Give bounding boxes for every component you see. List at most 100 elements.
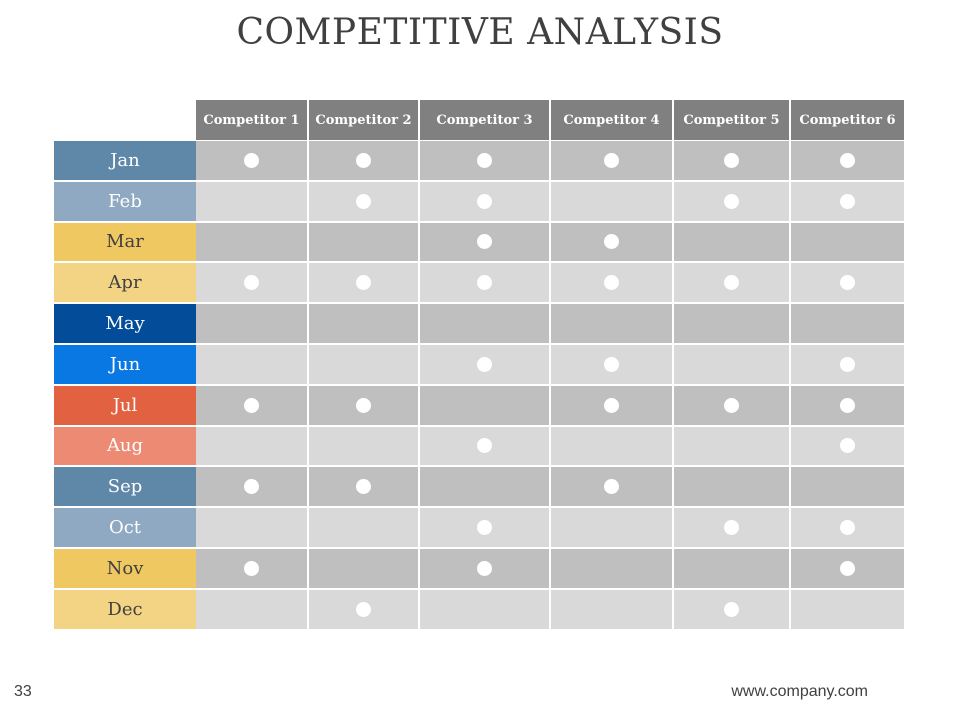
table-cell — [309, 304, 420, 345]
table-cell — [309, 141, 420, 182]
presence-dot-icon — [477, 152, 492, 168]
table-cell — [309, 589, 420, 631]
month-label: Sep — [54, 467, 196, 509]
table-cell — [309, 385, 420, 427]
presence-dot-icon — [840, 152, 855, 168]
month-label: Aug — [54, 426, 196, 468]
competitive-analysis-table: Competitor 1 Competitor 2 Competitor 3 Comp… — [54, 100, 906, 631]
table-cell — [309, 181, 420, 223]
table-cell — [551, 508, 674, 549]
table-cell — [791, 589, 906, 631]
table-cell — [196, 345, 309, 386]
presence-dot-icon — [356, 479, 371, 495]
presence-dot-icon — [356, 601, 371, 617]
presence-dot-icon — [477, 520, 492, 536]
table-cell — [791, 304, 906, 345]
presence-dot-icon — [840, 356, 855, 372]
table-cell — [674, 467, 791, 509]
presence-dot-icon — [604, 152, 619, 168]
table-cell — [309, 263, 420, 305]
month-label: May — [54, 304, 196, 345]
column-header: Competitor 2 — [309, 100, 420, 140]
presence-dot-icon — [477, 560, 492, 576]
table-cell — [309, 467, 420, 509]
presence-dot-icon — [604, 234, 619, 250]
table-cell — [309, 222, 420, 264]
table-cell — [420, 222, 551, 264]
month-label: Oct — [54, 508, 196, 549]
month-label: Dec — [54, 589, 196, 631]
presence-dot-icon — [356, 275, 371, 291]
table-cell — [674, 508, 791, 549]
table-cell — [674, 263, 791, 305]
presence-dot-icon — [604, 397, 619, 413]
presence-dot-icon — [724, 601, 739, 617]
table-cell — [420, 345, 551, 386]
table-cell — [196, 222, 309, 264]
table-cell — [420, 385, 551, 427]
table-cell — [791, 426, 906, 468]
presence-dot-icon — [840, 560, 855, 576]
presence-dot-icon — [477, 275, 492, 291]
presence-dot-icon — [604, 275, 619, 291]
table-cell — [791, 467, 906, 509]
table-cell — [674, 181, 791, 223]
table-cell — [420, 467, 551, 509]
presence-dot-icon — [840, 438, 855, 454]
presence-dot-icon — [724, 520, 739, 536]
table-cell — [551, 141, 674, 182]
table-cell — [196, 508, 309, 549]
presence-dot-icon — [477, 193, 492, 209]
presence-dot-icon — [604, 356, 619, 372]
table-cell — [551, 222, 674, 264]
table-cell — [420, 426, 551, 468]
table-cell — [196, 589, 309, 631]
presence-dot-icon — [840, 520, 855, 536]
table-cell — [674, 304, 791, 345]
table-cell — [551, 549, 674, 590]
column-header: Competitor 3 — [420, 100, 551, 140]
table-cell — [551, 263, 674, 305]
table-cell — [791, 385, 906, 427]
month-label: Nov — [54, 549, 196, 590]
presence-dot-icon — [356, 397, 371, 413]
table-cell — [551, 181, 674, 223]
table-cell — [674, 549, 791, 590]
table-cell — [551, 385, 674, 427]
presence-dot-icon — [724, 152, 739, 168]
table-cell — [420, 549, 551, 590]
table-cell — [551, 345, 674, 386]
table-cell — [674, 345, 791, 386]
page-number: 33 — [14, 683, 32, 700]
column-header: Competitor 5 — [674, 100, 791, 140]
table-cell — [791, 549, 906, 590]
table-cell — [196, 141, 309, 182]
month-label: Jul — [54, 385, 196, 427]
month-label: Jan — [54, 141, 196, 182]
presence-dot-icon — [477, 438, 492, 454]
table-cell — [791, 345, 906, 386]
table-cell — [196, 385, 309, 427]
table-cell — [196, 263, 309, 305]
presence-dot-icon — [724, 397, 739, 413]
table-cell — [791, 263, 906, 305]
presence-dot-icon — [840, 397, 855, 413]
column-header: Competitor 6 — [791, 100, 906, 140]
table-cell — [420, 141, 551, 182]
table-cell — [674, 222, 791, 264]
table-cell — [674, 385, 791, 427]
table-cell — [791, 508, 906, 549]
presence-dot-icon — [840, 193, 855, 209]
table-cell — [196, 304, 309, 345]
presence-dot-icon — [840, 275, 855, 291]
table-cell — [674, 589, 791, 631]
table-cell — [420, 508, 551, 549]
table-cell — [196, 181, 309, 223]
table-cell — [551, 304, 674, 345]
presence-dot-icon — [724, 275, 739, 291]
table-cell — [674, 141, 791, 182]
table-cell — [309, 549, 420, 590]
table-cell — [196, 467, 309, 509]
table-cell — [309, 426, 420, 468]
month-label: Jun — [54, 345, 196, 386]
